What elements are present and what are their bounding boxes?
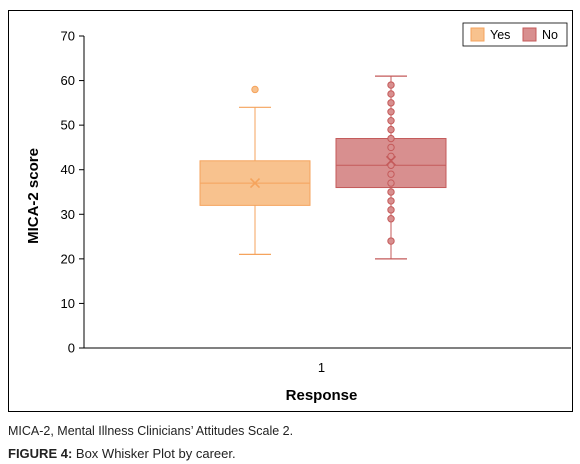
y-tick-label: 0 [68,341,75,356]
no-data-point [387,143,395,152]
no-data-point [387,215,395,223]
x-axis-title: Response [286,387,358,404]
no-data-point [387,90,395,98]
y-tick-label: 60 [61,73,75,88]
abbreviation-note: MICA-2, Mental Illness Clinicians’ Attit… [8,424,294,438]
y-tick-label: 40 [61,162,75,177]
no-data-point [387,170,395,178]
figure-caption: FIGURE 4: Box Whisker Plot by career. [8,446,236,461]
no-data-point [387,161,395,169]
no-data-point [387,188,395,196]
no-data-point [387,125,395,134]
no-mean-marker [385,155,397,166]
yes-mean-marker [249,178,261,189]
no-data-point [387,99,395,107]
x-tick-label: 1 [318,360,325,375]
no-data-point [387,237,395,245]
no-data-point [387,206,395,214]
yes-data-point [251,85,259,94]
no-data-point [387,116,395,125]
legend-label-yes: Yes [490,28,510,42]
y-axis-title: MICA-2 score [25,148,42,244]
no-data-point [387,179,395,187]
y-tick-label: 30 [61,207,75,222]
legend-swatch-no [522,27,537,42]
no-data-point [387,152,395,161]
y-tick-label: 50 [61,118,75,133]
legend-swatch-yes [470,27,485,42]
box-plot-chart: 0 10 20 30 40 50 60 70 1 Response MICA-2 score Yes N… [25,22,571,404]
chart-frame: 0 10 20 30 40 50 60 70 1 Response MICA-2 score Yes N… [8,10,573,412]
y-tick-label: 10 [61,296,75,311]
legend-label-no: No [542,28,558,42]
y-tick-label: 20 [61,251,75,266]
figure-caption-text: Box Whisker Plot by career. [72,446,236,461]
no-data-point [387,81,395,89]
no-data-point [387,108,395,116]
no-data-point [387,197,395,205]
no-data-point [387,134,395,143]
figure-label: FIGURE 4: [8,446,73,461]
y-tick-label: 70 [61,29,75,44]
legend-box [462,22,568,47]
